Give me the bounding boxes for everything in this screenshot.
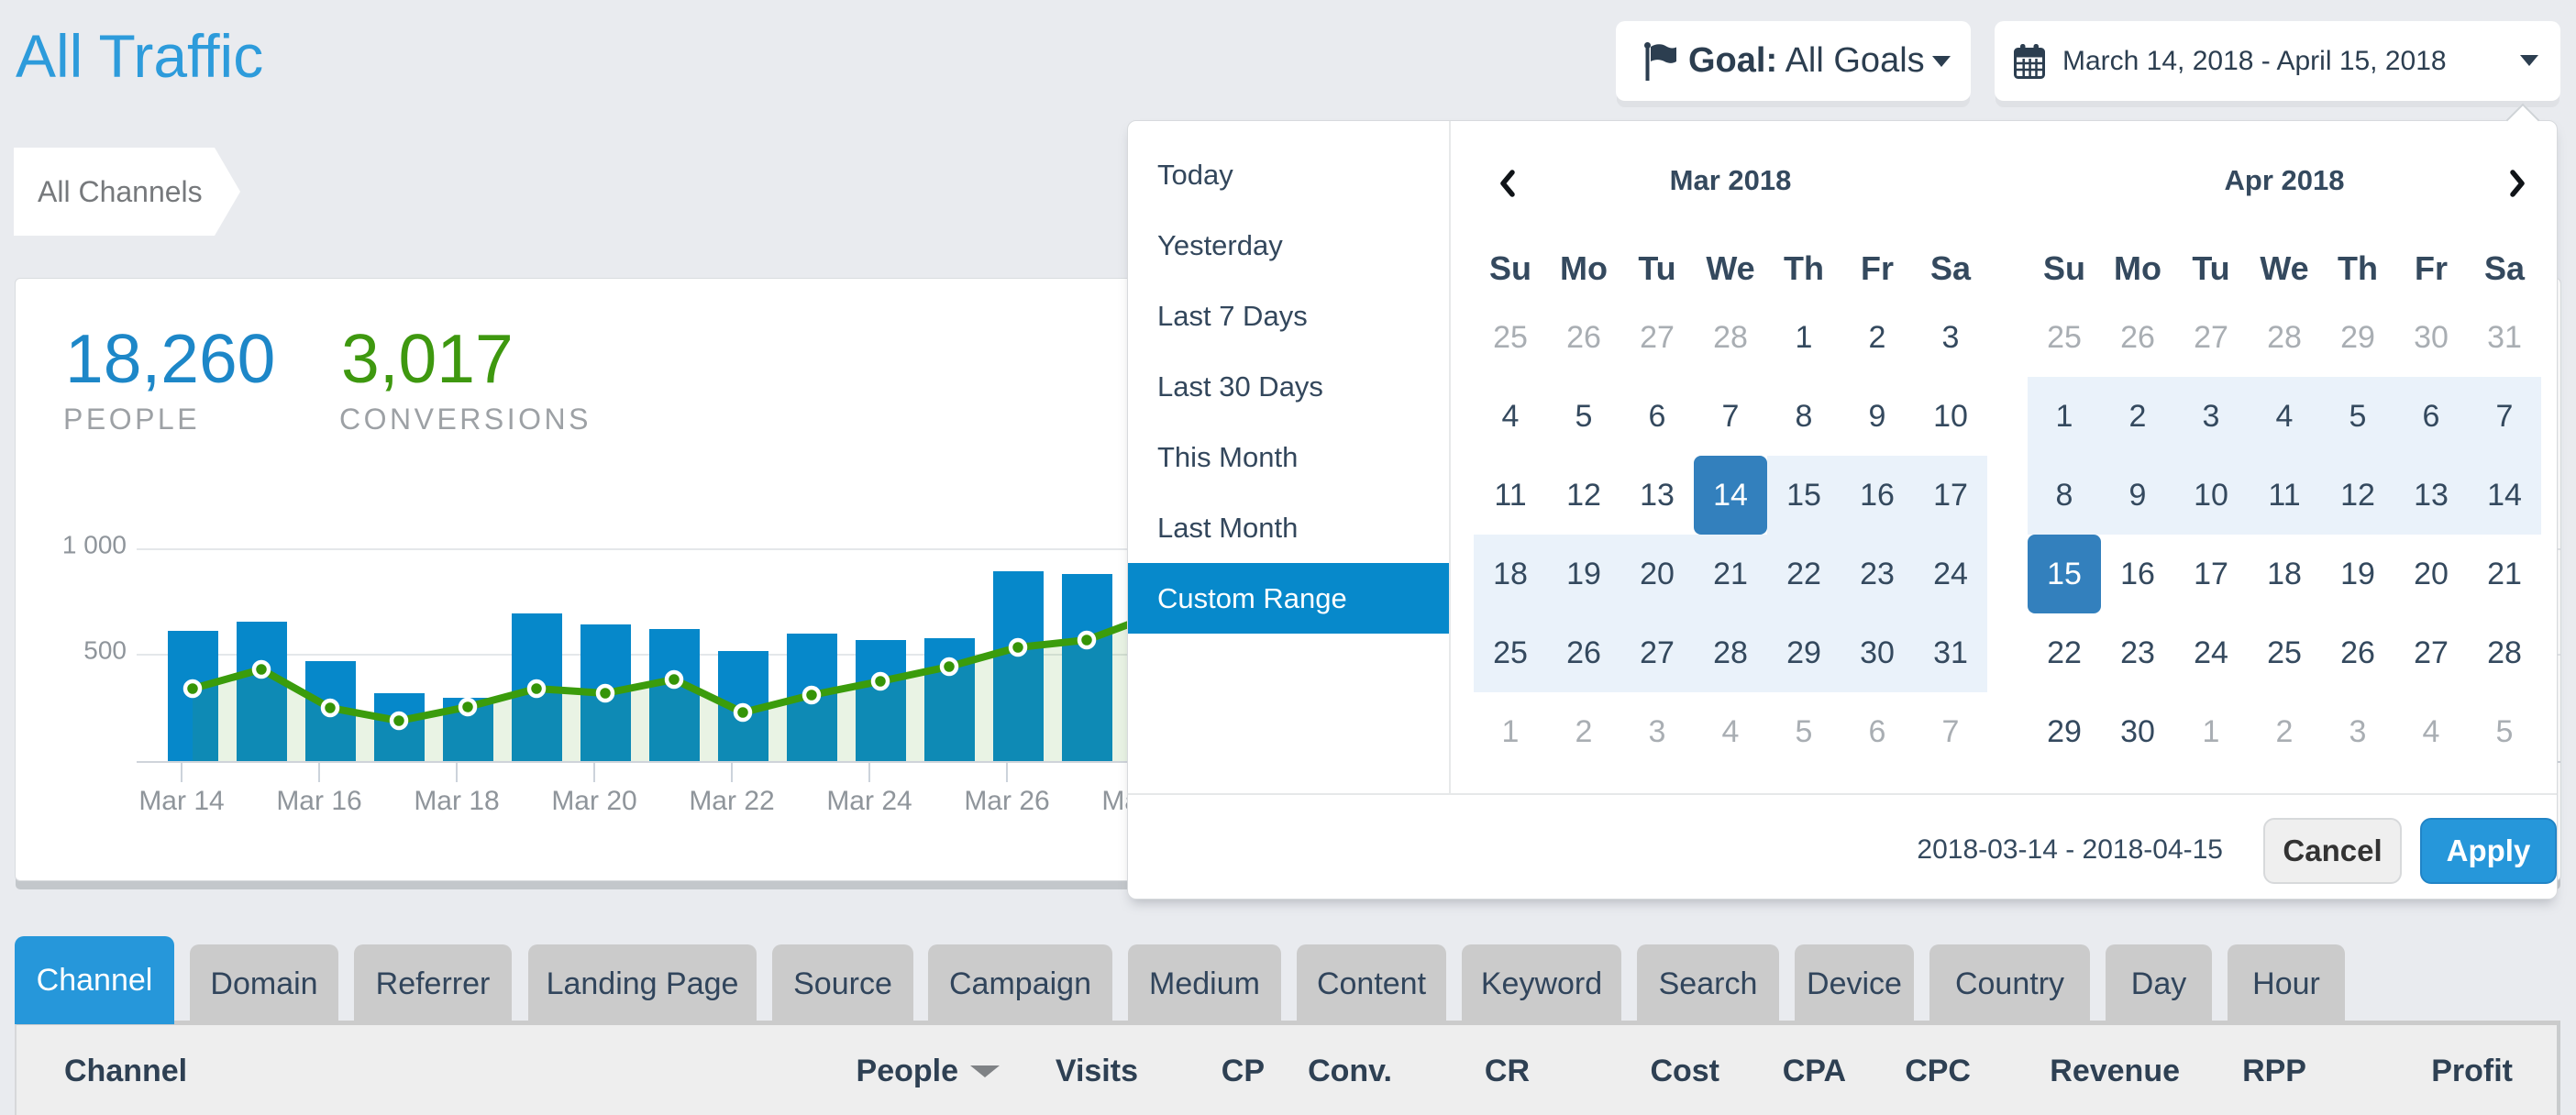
svg-text:Mar 24: Mar 24 [826,786,912,816]
svg-text:1 000: 1 000 [62,531,127,559]
svg-text:Mar 20: Mar 20 [551,786,636,816]
svg-text:Mar 26: Mar 26 [964,786,1049,816]
svg-text:Mar 22: Mar 22 [689,786,774,816]
svg-text:Mar 18: Mar 18 [414,786,499,816]
svg-text:Mar 16: Mar 16 [276,786,361,816]
svg-text:500: 500 [83,636,127,665]
svg-text:Mar 14: Mar 14 [138,786,224,816]
